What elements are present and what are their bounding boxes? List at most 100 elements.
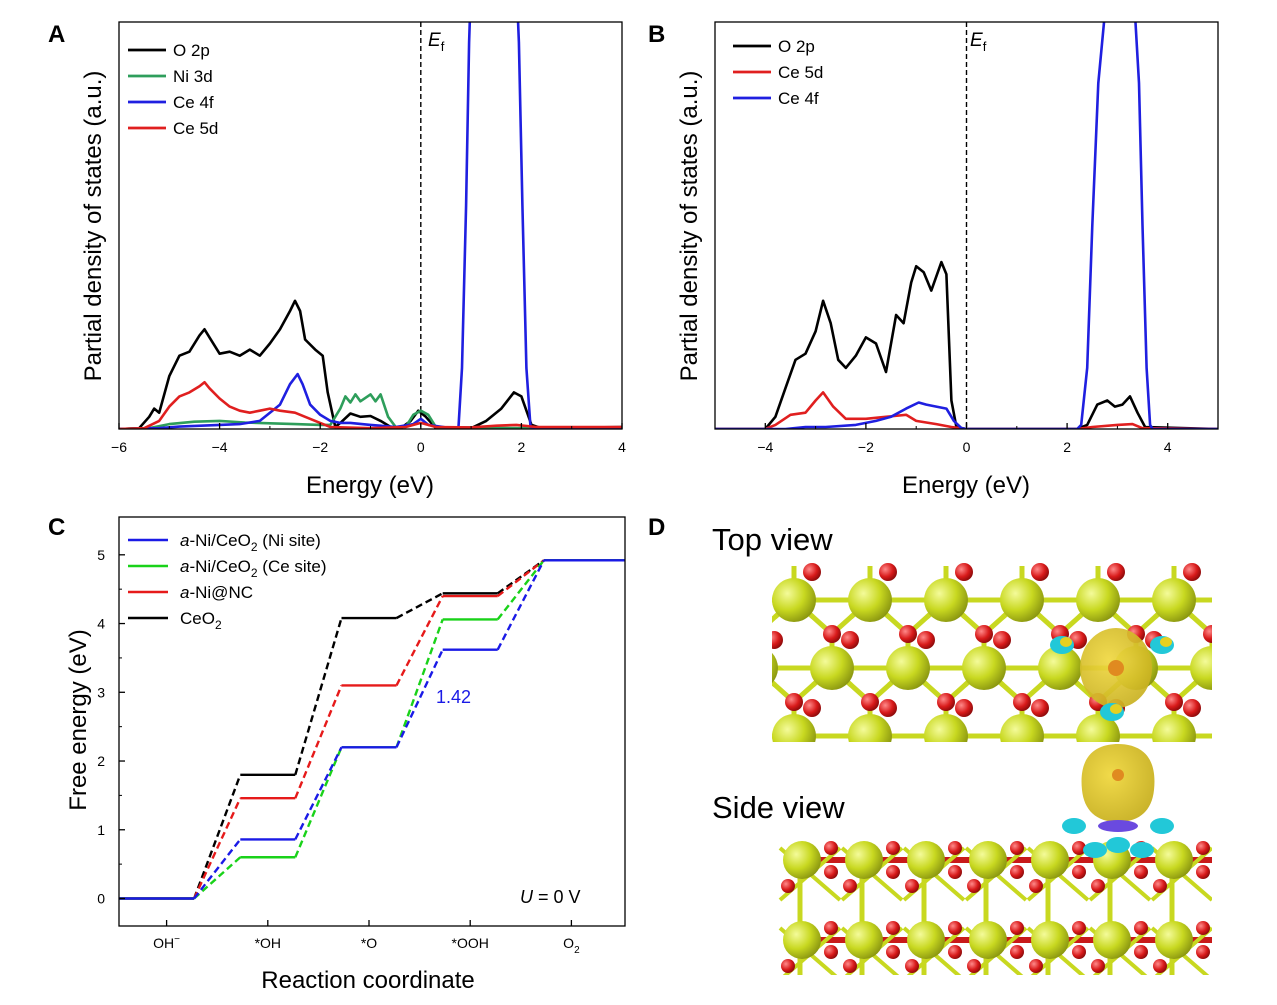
panel-a-legend: O 2p Ni 3d Ce 4f Ce 5d xyxy=(128,41,218,138)
o-atom xyxy=(1051,761,1069,779)
ce-atom xyxy=(848,714,892,742)
ce-atom xyxy=(969,921,1007,959)
o-atom xyxy=(1091,879,1105,893)
ce-o-bond xyxy=(1250,600,1269,617)
side-view-structure xyxy=(778,841,1212,975)
ce-o-bond xyxy=(680,600,718,634)
energy-connector xyxy=(395,649,444,748)
legend-label: Ce 5d xyxy=(778,63,823,82)
ce-atom xyxy=(1228,714,1272,758)
o-atom xyxy=(1010,921,1024,935)
top-view-label: Top view xyxy=(712,522,833,557)
o-atom xyxy=(823,761,841,779)
legend-italic: a xyxy=(180,531,189,550)
ce-atom xyxy=(962,646,1006,690)
o-atom xyxy=(1072,865,1086,879)
ce-atom xyxy=(1031,921,1069,959)
energy-connector xyxy=(294,684,343,799)
o-atom xyxy=(1259,563,1277,581)
o-atom xyxy=(948,945,962,959)
ce-atom xyxy=(845,841,883,879)
x-tick-label-main: OH xyxy=(153,935,174,951)
o-atom xyxy=(747,761,765,779)
legend-label: a-Ni/CeO2 (Ce site) xyxy=(180,557,327,580)
ce-atom xyxy=(783,921,821,959)
panel-c-frame xyxy=(118,516,626,927)
legend-main: -Ni@NC xyxy=(189,583,253,602)
ce-o-bond xyxy=(1269,668,1277,685)
series-ce-5d xyxy=(119,380,622,429)
o-atom xyxy=(1153,959,1167,973)
legend-label: Ni 3d xyxy=(173,67,213,86)
fermi-e: E xyxy=(970,30,983,51)
ce-o-bond xyxy=(699,600,718,617)
panel-b-xlabel: Energy (eV) xyxy=(902,472,1030,499)
panel-b-letter: B xyxy=(648,21,665,48)
o-atom xyxy=(899,625,917,643)
x-tick-label-main: *OH xyxy=(255,935,281,951)
ce-atom xyxy=(696,714,740,758)
ce-o-bond xyxy=(718,600,737,617)
energy-connector xyxy=(294,746,343,858)
depletion-lobe xyxy=(1130,842,1154,858)
ce-atom xyxy=(907,921,945,959)
energy-connector xyxy=(193,797,242,900)
o-atom xyxy=(899,761,917,779)
o-atom xyxy=(886,945,900,959)
o-atom xyxy=(1203,761,1221,779)
panel-a: A −6 −4 −2 0 2 4 Energy (eV) Partial density … xyxy=(48,21,626,499)
y-tick-label: 3 xyxy=(97,684,105,700)
ce-o-bond xyxy=(680,736,718,770)
ce-o-bond xyxy=(737,668,756,685)
panel-c-ylabel: Free energy (eV) xyxy=(65,629,92,810)
o-atom xyxy=(824,841,838,855)
o-atom xyxy=(917,631,935,649)
o-atom xyxy=(955,699,973,717)
fermi-sub: f xyxy=(983,39,987,54)
ce-atom xyxy=(783,841,821,879)
legend-italic: a xyxy=(180,583,189,602)
o-atom xyxy=(1134,921,1148,935)
panel-b-fermi-label: Ef xyxy=(970,30,987,54)
top-view-structure xyxy=(680,563,1277,779)
ce-atom xyxy=(696,578,740,622)
ce-atom xyxy=(1152,578,1196,622)
panel-c-legend: a-Ni/CeO2 (Ni site)a-Ni/CeO2 (Ce site)a-… xyxy=(128,531,327,632)
series-ce-4f xyxy=(119,22,622,429)
o-atom xyxy=(1010,841,1024,855)
panel-c-xlabel: Reaction coordinate xyxy=(261,967,474,994)
accumulation-lobe xyxy=(1160,637,1172,647)
ce-o-bond xyxy=(718,668,756,702)
o-atom xyxy=(1221,631,1239,649)
o-atom xyxy=(1203,625,1212,643)
o-atom xyxy=(879,563,897,581)
legend-label: O 2p xyxy=(173,41,210,60)
x-tick-label-sub: 2 xyxy=(574,945,580,956)
panel-b-legend: O 2p Ce 5d Ce 4f xyxy=(733,37,823,108)
o-atom xyxy=(1013,693,1031,711)
x-tick-label: 4 xyxy=(618,439,626,455)
series-o-2p xyxy=(715,260,1218,429)
panel-a-fermi-label: Ef xyxy=(428,30,445,54)
o-atom xyxy=(1010,945,1024,959)
legend-label: O 2p xyxy=(778,37,815,56)
o-atom xyxy=(955,563,973,581)
panel-c-annotation: 1.42 xyxy=(436,687,471,707)
ce-atom xyxy=(1093,921,1131,959)
legend-label: a-Ni/CeO2 (Ni site) xyxy=(180,531,321,554)
o-atom xyxy=(824,865,838,879)
o-atom xyxy=(1072,841,1086,855)
ce-o-bond xyxy=(718,600,756,634)
ce-atom xyxy=(1076,714,1120,742)
o-atom xyxy=(1165,693,1183,711)
o-atom xyxy=(1072,945,1086,959)
o-atom xyxy=(937,693,955,711)
x-tick-label: *O xyxy=(361,935,377,951)
depletion-lobe xyxy=(1062,818,1086,834)
depletion-lobe xyxy=(1106,837,1130,853)
o-atom xyxy=(1196,921,1210,935)
y-tick-label: 5 xyxy=(97,547,105,563)
panel-b-plot-area xyxy=(715,22,1218,429)
o-atom xyxy=(861,693,879,711)
